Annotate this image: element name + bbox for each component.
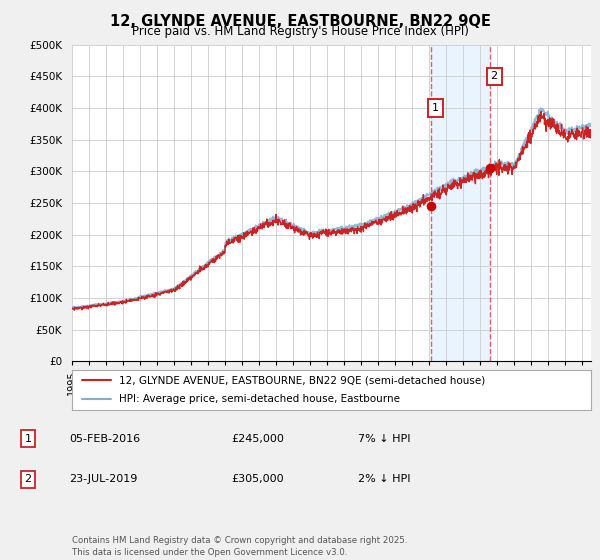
Text: £305,000: £305,000 [231,474,284,484]
Bar [431,45,490,361]
Text: 23-JUL-2019: 23-JUL-2019 [70,474,138,484]
Text: 05-FEB-2016: 05-FEB-2016 [70,433,141,444]
Text: 12, GLYNDE AVENUE, EASTBOURNE, BN22 9QE (semi-detached house): 12, GLYNDE AVENUE, EASTBOURNE, BN22 9QE … [119,376,485,385]
Text: 1: 1 [25,433,32,444]
Point [485,164,495,172]
Text: 2% ↓ HPI: 2% ↓ HPI [358,474,410,484]
Text: 2: 2 [25,474,32,484]
Point [426,202,436,211]
Text: 12, GLYNDE AVENUE, EASTBOURNE, BN22 9QE: 12, GLYNDE AVENUE, EASTBOURNE, BN22 9QE [110,14,490,29]
Text: Contains HM Land Registry data © Crown copyright and database right 2025.
This d: Contains HM Land Registry data © Crown c… [72,536,407,557]
Text: Price paid vs. HM Land Registry's House Price Index (HPI): Price paid vs. HM Land Registry's House … [131,25,469,38]
Text: HPI: Average price, semi-detached house, Eastbourne: HPI: Average price, semi-detached house,… [119,394,400,404]
Text: 2: 2 [491,72,498,81]
Text: 7% ↓ HPI: 7% ↓ HPI [358,433,410,444]
Text: 1: 1 [431,103,439,113]
Text: £245,000: £245,000 [231,433,284,444]
